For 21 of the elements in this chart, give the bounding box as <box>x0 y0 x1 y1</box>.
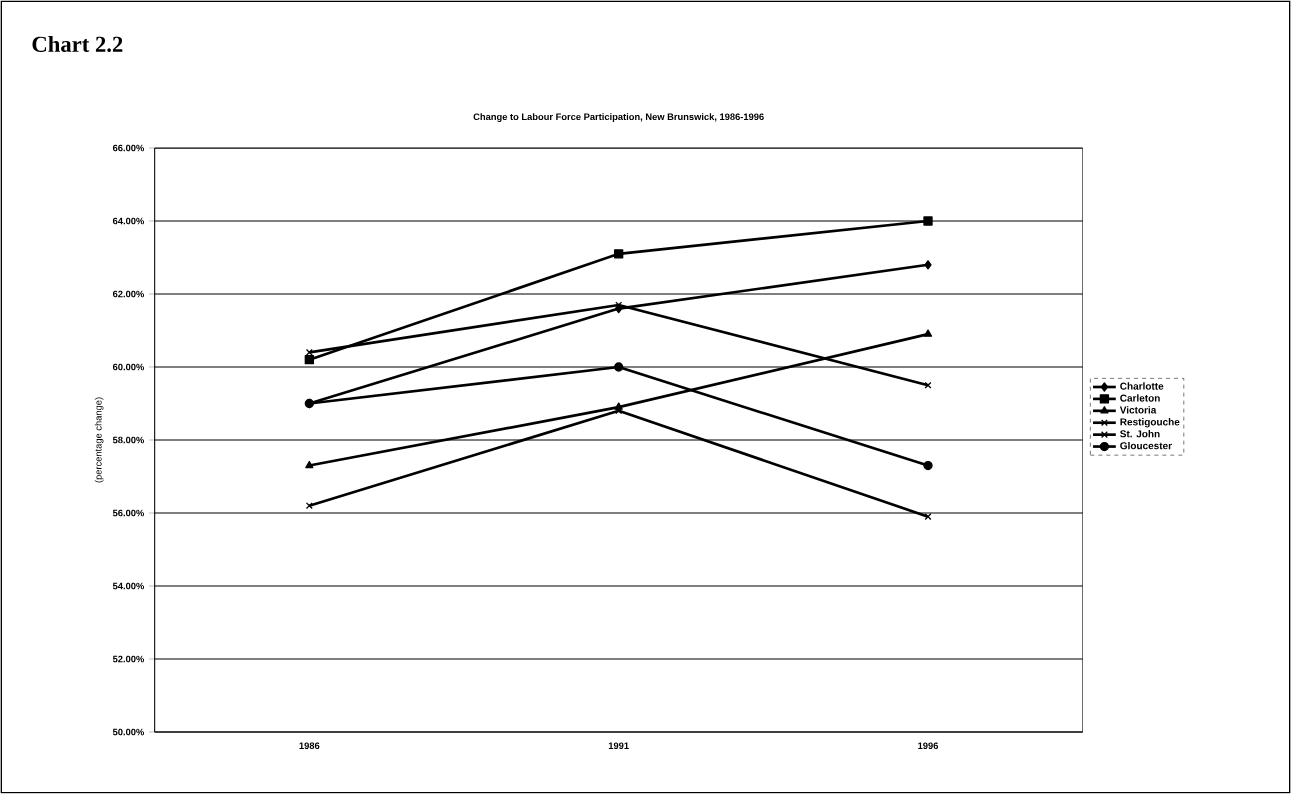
caption: Chart 2.2 <box>32 35 123 53</box>
x-tick-label: 1991 <box>608 742 629 749</box>
y-axis-title: (percentage change) <box>94 397 104 483</box>
y-tick-label: 60.00% <box>112 363 145 371</box>
y-tick-label: 52.00% <box>112 655 145 663</box>
legend-label: Carleton <box>1120 394 1160 402</box>
y-tick-label: 64.00% <box>112 217 145 225</box>
y-tick-label: 50.00% <box>112 728 145 736</box>
x-tick-label: 1986 <box>299 742 320 749</box>
y-tick-label: 62.00% <box>112 290 145 298</box>
legend-label: Gloucester <box>1120 441 1172 450</box>
y-tick-label: 54.00% <box>112 582 145 590</box>
chart-title: Change to Labour Force Participation, New Brunswick, 1986-1996 <box>473 113 764 122</box>
x-tick-label: 1996 <box>918 742 939 749</box>
legend-label: St. John <box>1120 430 1160 438</box>
y-tick-label: 58.00% <box>112 436 145 444</box>
legend-label: Charlotte <box>1120 382 1164 390</box>
legend-label: Restigouche <box>1120 418 1180 428</box>
y-tick-label: 66.00% <box>112 144 145 152</box>
legend-label: Victoria <box>1119 406 1157 414</box>
y-tick-label: 56.00% <box>112 509 145 517</box>
